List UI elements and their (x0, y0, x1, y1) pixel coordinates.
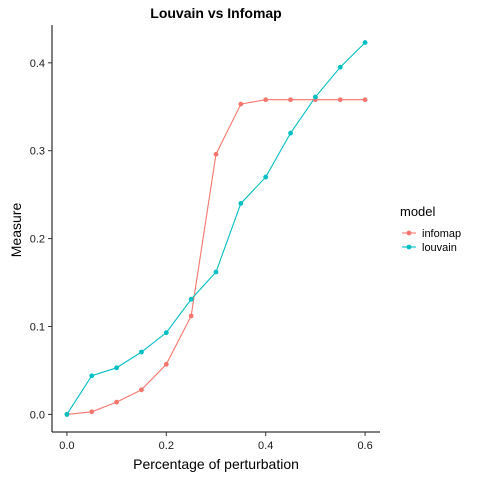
x-axis-ticks: 0.0 0.2 0.4 0.6 (59, 432, 373, 452)
y-axis-title: Measure (8, 203, 24, 258)
data-point-infomap (263, 97, 269, 103)
y-tick-label: 0.0 (30, 409, 45, 421)
data-point-infomap (238, 101, 244, 107)
series-line-louvain (66, 42, 366, 415)
data-point-louvain (64, 412, 70, 417)
legend-label-louvain: louvain (422, 242, 457, 254)
x-axis-title: Percentage of perturbation (133, 456, 299, 472)
data-point-infomap (337, 97, 343, 103)
legend-label-infomap: infomap (422, 228, 461, 240)
legend-key-point-infomap (406, 230, 412, 236)
data-point-infomap (163, 361, 169, 367)
series-line-infomap (66, 99, 366, 415)
data-point-louvain (362, 40, 368, 45)
y-tick-label: 0.2 (30, 234, 45, 246)
x-tick-label: 0.0 (59, 440, 74, 452)
data-point-infomap (288, 97, 293, 103)
x-tick-label: 0.2 (159, 440, 174, 452)
y-tick-label: 0.4 (30, 58, 45, 70)
y-axis-ticks: 0.0 0.1 0.2 0.3 0.4 (30, 58, 52, 421)
y-tick-label: 0.3 (30, 146, 45, 158)
legend-key-point-louvain (406, 244, 412, 250)
y-tick-label: 0.1 (30, 322, 45, 334)
x-tick-label: 0.4 (258, 440, 273, 452)
data-point-louvain (139, 349, 144, 355)
data-point-louvain (89, 373, 95, 379)
data-point-louvain (213, 269, 219, 275)
chart-title: Louvain vs Infomap (150, 5, 281, 21)
legend: model infomap louvain (400, 204, 461, 254)
data-point-louvain (288, 130, 293, 136)
legend-title: model (400, 204, 436, 219)
x-tick-label: 0.6 (357, 440, 372, 452)
data-point-infomap (139, 387, 144, 393)
data-point-infomap (89, 409, 95, 415)
data-point-louvain (263, 174, 269, 180)
data-point-infomap (114, 399, 120, 405)
data-point-louvain (238, 201, 244, 206)
data-point-infomap (213, 151, 219, 157)
data-point-louvain (188, 296, 194, 302)
data-point-louvain (337, 64, 343, 70)
data-point-infomap (362, 97, 368, 103)
data-point-louvain (312, 94, 318, 100)
data-point-louvain (163, 330, 169, 336)
data-point-infomap (188, 313, 194, 319)
plot-series (64, 40, 368, 417)
data-point-louvain (114, 365, 120, 371)
